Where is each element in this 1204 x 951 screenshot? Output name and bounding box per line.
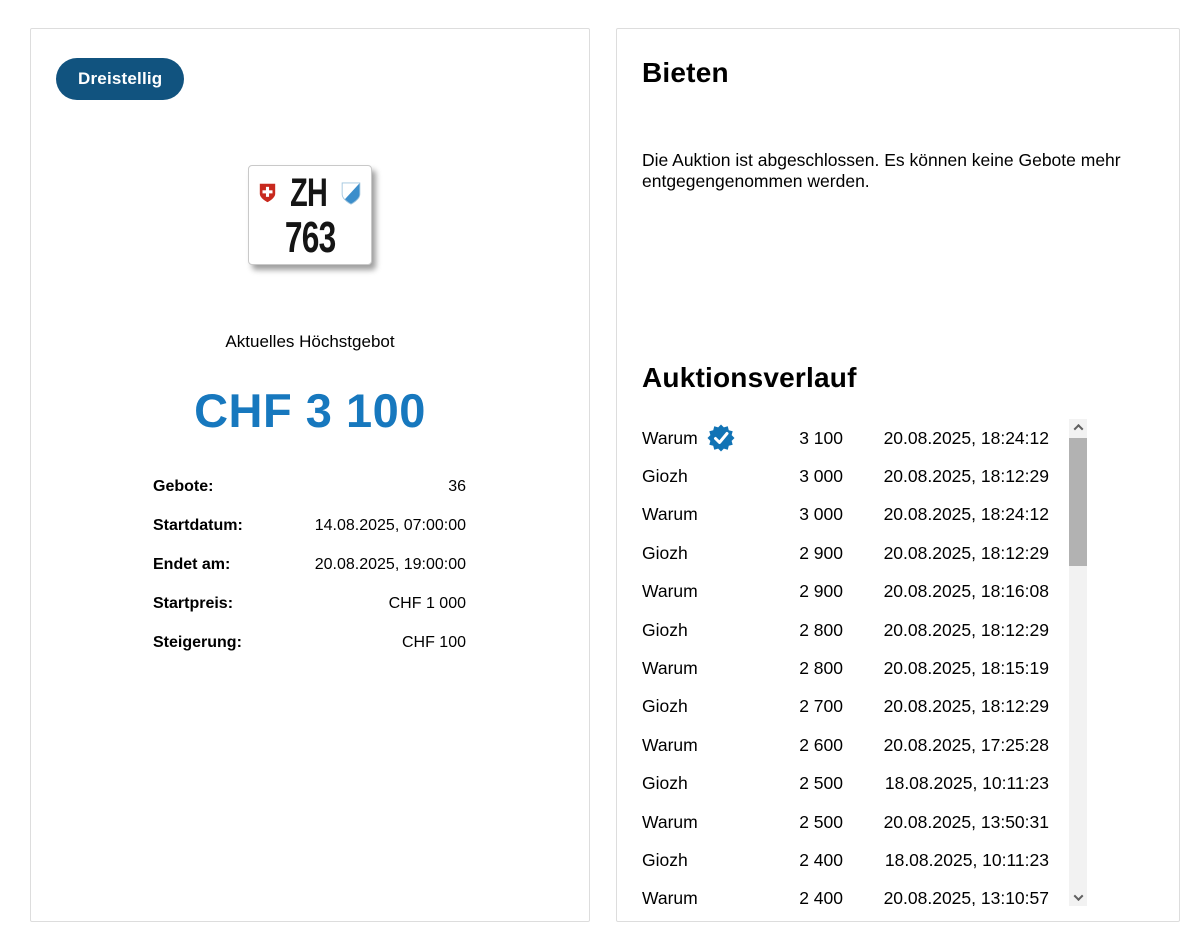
detail-value: 14.08.2025, 07:00:00 <box>314 517 466 534</box>
bid-amount: 2 900 <box>799 581 843 602</box>
bid-row: Giozh 2 500 18.08.2025, 10:11:23 <box>642 765 1049 803</box>
bid-amount: 2 800 <box>799 658 843 679</box>
bidder-name: Giozh <box>642 466 688 487</box>
bidder-name: Giozh <box>642 696 688 717</box>
bid-amount: 3 100 <box>799 427 843 448</box>
plate-top-row: ZH <box>259 171 361 215</box>
auction-history-list[interactable]: Warum 3 100 20.08.2025, 18:24:12 Giozh 3… <box>642 419 1049 906</box>
bid-timestamp: 20.08.2025, 18:12:29 <box>883 466 1049 487</box>
bid-timestamp: 20.08.2025, 18:12:29 <box>883 696 1049 717</box>
bid-row: Warum 2 600 20.08.2025, 17:25:28 <box>642 726 1049 764</box>
bid-row: Warum 2 800 20.08.2025, 18:15:19 <box>642 649 1049 687</box>
bidder-name: Giozh <box>642 849 688 870</box>
bidder-name: Warum <box>642 734 698 755</box>
category-badge: Dreistellig <box>56 58 185 100</box>
bid-amount: 2 500 <box>799 773 843 794</box>
bidder-name: Giozh <box>642 542 688 563</box>
detail-label: Endet am: <box>153 556 231 573</box>
bid-amount: 2 600 <box>799 734 843 755</box>
winner-seal-icon <box>707 424 735 452</box>
bidder-name: Giozh <box>642 773 688 794</box>
bidder-name: Warum <box>642 888 698 906</box>
bidder-name: Warum <box>642 424 790 452</box>
bid-amount: 2 800 <box>799 619 843 640</box>
bid-amount: 2 700 <box>799 696 843 717</box>
bid-timestamp: 20.08.2025, 18:12:29 <box>883 542 1049 563</box>
bid-timestamp: 20.08.2025, 13:10:57 <box>883 888 1049 906</box>
bid-timestamp: 20.08.2025, 18:12:29 <box>883 619 1049 640</box>
bid-timestamp: 20.08.2025, 18:16:08 <box>883 581 1049 602</box>
auction-history-title: Auktionsverlauf <box>642 362 857 393</box>
swiss-cross-shield-icon <box>259 183 276 203</box>
highest-bid-label: Aktuelles Höchstgebot <box>225 332 395 351</box>
bid-amount: 2 400 <box>799 888 843 906</box>
detail-value: CHF 1 000 <box>388 595 466 612</box>
scrollbar-down-icon[interactable] <box>1069 889 1087 906</box>
bidder-name: Warum <box>642 658 698 679</box>
bid-amount: 2 900 <box>799 542 843 563</box>
detail-label: Steigerung: <box>153 634 242 651</box>
bid-timestamp: 20.08.2025, 18:15:19 <box>883 658 1049 679</box>
detail-row-endet-am: Endet am: 20.08.2025, 19:00:00 <box>153 556 466 574</box>
bid-timestamp: 20.08.2025, 18:24:12 <box>883 427 1049 448</box>
bid-row: Warum 2 500 20.08.2025, 13:50:31 <box>642 803 1049 841</box>
bid-amount: 3 000 <box>799 504 843 525</box>
plate-canton-code: ZH <box>290 170 328 215</box>
bid-row: Giozh 2 700 20.08.2025, 18:12:29 <box>642 688 1049 726</box>
bid-row: Giozh 2 900 20.08.2025, 18:12:29 <box>642 534 1049 572</box>
detail-row-startpreis: Startpreis: CHF 1 000 <box>153 595 466 613</box>
bidder-name: Warum <box>642 811 698 832</box>
detail-row-steigerung: Steigerung: CHF 100 <box>153 634 466 652</box>
bid-row: Warum 2 900 20.08.2025, 18:16:08 <box>642 573 1049 611</box>
detail-value: 20.08.2025, 19:00:00 <box>314 556 466 573</box>
bid-timestamp: 18.08.2025, 10:11:23 <box>884 849 1049 870</box>
bid-row: Giozh 2 800 20.08.2025, 18:12:29 <box>642 611 1049 649</box>
detail-label: Startdatum: <box>153 517 243 534</box>
bid-row: Warum 2 400 20.08.2025, 13:10:57 <box>642 880 1049 906</box>
bidder-name: Giozh <box>642 619 688 640</box>
scrollbar-thumb[interactable] <box>1069 438 1087 566</box>
bidding-title: Bieten <box>642 57 729 88</box>
zurich-canton-shield-icon <box>341 181 361 205</box>
bid-amount: 2 400 <box>799 849 843 870</box>
bid-timestamp: 20.08.2025, 17:25:28 <box>883 734 1049 755</box>
detail-value: CHF 100 <box>401 634 466 651</box>
bid-row: Giozh 3 000 20.08.2025, 18:12:29 <box>642 457 1049 495</box>
scrollbar-up-icon[interactable] <box>1069 419 1087 436</box>
bid-timestamp: 18.08.2025, 10:11:23 <box>884 773 1049 794</box>
bidding-card: Bieten Die Auktion ist abgeschlossen. Es… <box>616 28 1180 922</box>
detail-row-gebote: Gebote: 36 <box>153 478 466 496</box>
detail-label: Gebote: <box>153 478 214 495</box>
bid-row: Giozh 2 400 18.08.2025, 10:11:23 <box>642 841 1049 879</box>
history-scrollbar[interactable] <box>1069 419 1087 906</box>
auction-details: Gebote: 36 Startdatum: 14.08.2025, 07:00… <box>153 478 466 673</box>
bid-row: Warum 3 000 20.08.2025, 18:24:12 <box>642 496 1049 534</box>
bid-amount: 3 000 <box>799 466 843 487</box>
bid-row: Warum 3 100 20.08.2025, 18:24:12 <box>642 419 1049 457</box>
bid-amount: 2 500 <box>799 811 843 832</box>
plate-detail-card: Dreistellig ZH 763 Aktuelles Höchstgebot… <box>30 28 590 922</box>
detail-label: Startpreis: <box>153 595 234 612</box>
bid-timestamp: 20.08.2025, 18:24:12 <box>883 504 1049 525</box>
bidder-name: Warum <box>642 581 698 602</box>
plate-number: 763 <box>284 213 336 262</box>
bidder-name: Warum <box>642 504 698 525</box>
bid-timestamp: 20.08.2025, 13:50:31 <box>883 811 1049 832</box>
auction-closed-message: Die Auktion ist abgeschlossen. Es können… <box>642 150 1121 191</box>
license-plate-image: ZH 763 <box>248 165 372 265</box>
highest-bid-value: CHF 3 100 <box>194 384 426 437</box>
detail-value: 36 <box>448 478 466 495</box>
detail-row-startdatum: Startdatum: 14.08.2025, 07:00:00 <box>153 517 466 535</box>
